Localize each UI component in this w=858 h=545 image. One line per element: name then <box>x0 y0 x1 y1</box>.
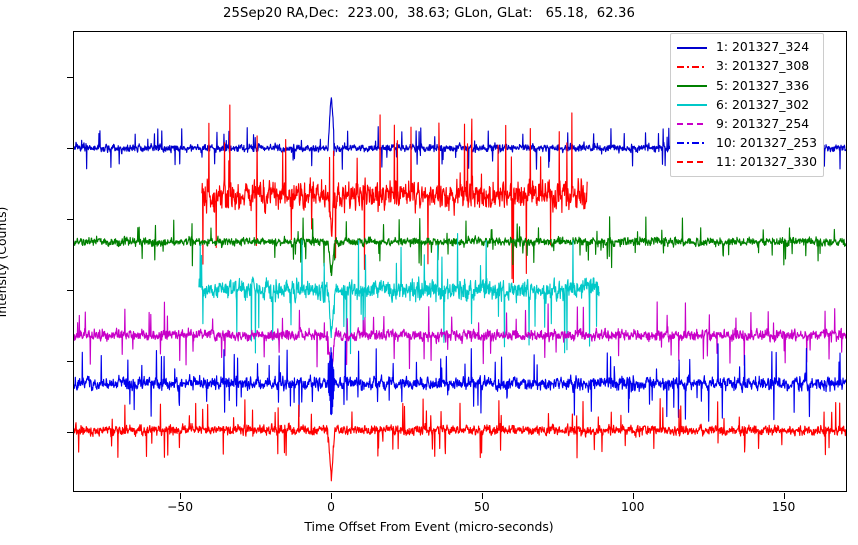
legend-item-label: 1: 201327_324 <box>716 39 810 55</box>
legend-item[interactable]: 11: 201327_330 <box>676 153 817 172</box>
legend-item-label: 9: 201327_254 <box>716 115 810 131</box>
legend-line-swatch <box>676 117 708 131</box>
y-tick-mark <box>67 361 73 363</box>
y-tick-mark <box>67 289 73 291</box>
legend-item-label: 3: 201327_308 <box>716 58 810 74</box>
data-trace <box>198 233 600 355</box>
legend-item-label: 6: 201327_302 <box>716 96 810 112</box>
legend-item-label: 5: 201327_336 <box>716 77 810 93</box>
x-tick-mark <box>180 493 182 499</box>
data-trace <box>201 104 588 284</box>
x-tick-label: 50 <box>474 500 490 514</box>
y-axis-label: Intensity (Counts) <box>0 206 9 318</box>
x-tick-mark <box>481 493 483 499</box>
chart-title: 25Sep20 RA,Dec: 223.00, 38.63; GLon, GLa… <box>223 6 635 21</box>
data-trace <box>74 216 846 277</box>
legend: 1: 201327_324 3: 201327_308 5: 201327_336 6… <box>670 33 825 177</box>
y-tick-mark <box>67 218 73 220</box>
x-tick-label: 100 <box>621 500 645 514</box>
x-tick-label: 150 <box>771 500 796 514</box>
legend-item[interactable]: 5: 201327_336 <box>676 76 817 95</box>
x-axis-label: Time Offset From Event (micro-seconds) <box>304 519 554 534</box>
legend-item[interactable]: 10: 201327_253 <box>676 133 817 152</box>
legend-item[interactable]: 6: 201327_302 <box>676 95 817 114</box>
y-tick-mark <box>67 432 73 434</box>
x-tick-label: 0 <box>327 500 335 514</box>
x-tick-label: −50 <box>167 500 194 514</box>
y-tick-mark <box>67 147 73 149</box>
data-trace <box>74 301 846 400</box>
legend-line-swatch <box>676 41 708 55</box>
legend-item-label: 11: 201327_330 <box>716 153 818 169</box>
legend-line-swatch <box>676 79 708 93</box>
legend-item-label: 10: 201327_253 <box>716 134 818 150</box>
data-trace <box>74 398 846 482</box>
legend-item[interactable]: 3: 201327_308 <box>676 57 817 76</box>
x-tick-mark <box>331 493 332 499</box>
legend-line-swatch <box>676 155 708 169</box>
x-tick-mark <box>632 493 634 499</box>
x-tick-mark <box>783 493 785 499</box>
legend-line-swatch <box>676 98 708 112</box>
legend-item[interactable]: 9: 201327_254 <box>676 114 817 133</box>
legend-line-swatch <box>676 136 708 150</box>
data-trace <box>74 340 846 422</box>
legend-line-swatch <box>676 60 708 74</box>
y-tick-mark <box>67 76 73 78</box>
legend-item[interactable]: 1: 201327_324 <box>676 38 817 57</box>
